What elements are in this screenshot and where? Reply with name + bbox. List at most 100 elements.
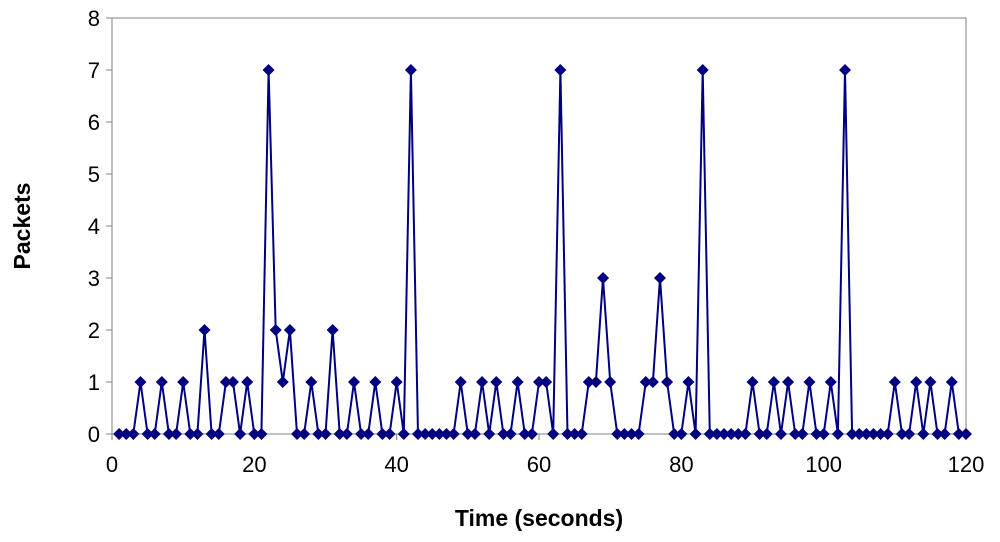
y-tick-label: 3 [88, 266, 100, 291]
data-point [710, 428, 723, 440]
data-point [945, 376, 958, 388]
data-point [639, 376, 652, 388]
x-tick-label: 80 [669, 452, 693, 477]
data-point [269, 324, 282, 336]
data-point [177, 376, 190, 388]
data-point [575, 428, 588, 440]
data-point [760, 428, 773, 440]
data-point [162, 428, 175, 440]
data-point [817, 428, 830, 440]
data-point [419, 428, 432, 440]
data-point [533, 376, 545, 388]
data-point [888, 376, 901, 388]
data-point [938, 428, 951, 440]
data-point [362, 428, 375, 440]
data-point [853, 428, 866, 440]
y-tick-label: 4 [88, 214, 100, 239]
data-point [881, 428, 894, 440]
x-tick-label: 100 [805, 452, 842, 477]
data-point [824, 376, 837, 388]
x-axis-title: Time (seconds) [455, 505, 623, 531]
data-point [340, 428, 353, 440]
data-point [839, 64, 852, 76]
data-point [440, 428, 453, 440]
y-tick-label: 7 [88, 58, 100, 83]
data-point [668, 428, 681, 440]
x-tick-label: 40 [384, 452, 408, 477]
data-point [554, 64, 567, 76]
data-point [568, 428, 581, 440]
data-point [347, 376, 360, 388]
data-point [753, 428, 766, 440]
data-point [298, 428, 311, 440]
data-point [355, 428, 368, 440]
x-tick-label: 20 [242, 452, 266, 477]
data-point [917, 428, 930, 440]
data-point [831, 428, 844, 440]
data-point [682, 376, 695, 388]
data-point [326, 324, 339, 336]
data-point [333, 428, 346, 440]
data-point [540, 376, 553, 388]
data-point [127, 428, 140, 440]
x-tick-label: 60 [527, 452, 551, 477]
data-point [241, 376, 254, 388]
data-point [611, 428, 624, 440]
data-point [226, 376, 239, 388]
data-point [461, 428, 474, 440]
data-point [931, 428, 944, 440]
data-point [312, 428, 325, 440]
data-point [120, 428, 133, 440]
data-point [212, 428, 225, 440]
data-point [319, 428, 332, 440]
data-point [184, 428, 197, 440]
data-point [305, 376, 318, 388]
data-point [412, 428, 425, 440]
data-point [141, 428, 154, 440]
data-point [696, 64, 709, 76]
data-point [646, 376, 659, 388]
data-point [632, 428, 645, 440]
data-point [867, 428, 880, 440]
data-point [604, 376, 617, 388]
data-point [689, 428, 702, 440]
data-point [561, 428, 574, 440]
data-point [248, 428, 261, 440]
data-point [191, 428, 204, 440]
data-point [903, 428, 916, 440]
data-point [170, 428, 183, 440]
data-point [205, 428, 218, 440]
data-point [860, 428, 873, 440]
data-point [810, 428, 823, 440]
data-point [134, 376, 147, 388]
data-point [148, 428, 161, 440]
data-point [454, 376, 467, 388]
data-point [397, 428, 410, 440]
y-tick-label: 5 [88, 162, 100, 187]
x-axis: 0 20 40 60 80 100 120 [106, 434, 984, 477]
data-point [376, 428, 389, 440]
data-point [276, 376, 289, 388]
data-point [468, 428, 481, 440]
data-point [767, 376, 780, 388]
data-point [433, 428, 446, 440]
data-point [718, 428, 731, 440]
data-point [547, 428, 560, 440]
data-point [497, 428, 510, 440]
data-point [739, 428, 752, 440]
plot-area [111, 17, 967, 435]
x-tick-label: 120 [948, 452, 985, 477]
data-point [910, 376, 923, 388]
data-markers [113, 64, 972, 440]
data-point [291, 428, 304, 440]
data-point [803, 376, 816, 388]
data-point [746, 376, 759, 388]
data-point [582, 376, 595, 388]
data-point [404, 64, 417, 76]
x-tick-label: 0 [106, 452, 118, 477]
y-tick-label: 1 [88, 370, 100, 395]
data-point [476, 376, 489, 388]
data-point [725, 428, 738, 440]
data-point [653, 272, 666, 284]
y-tick-label: 8 [88, 6, 100, 31]
